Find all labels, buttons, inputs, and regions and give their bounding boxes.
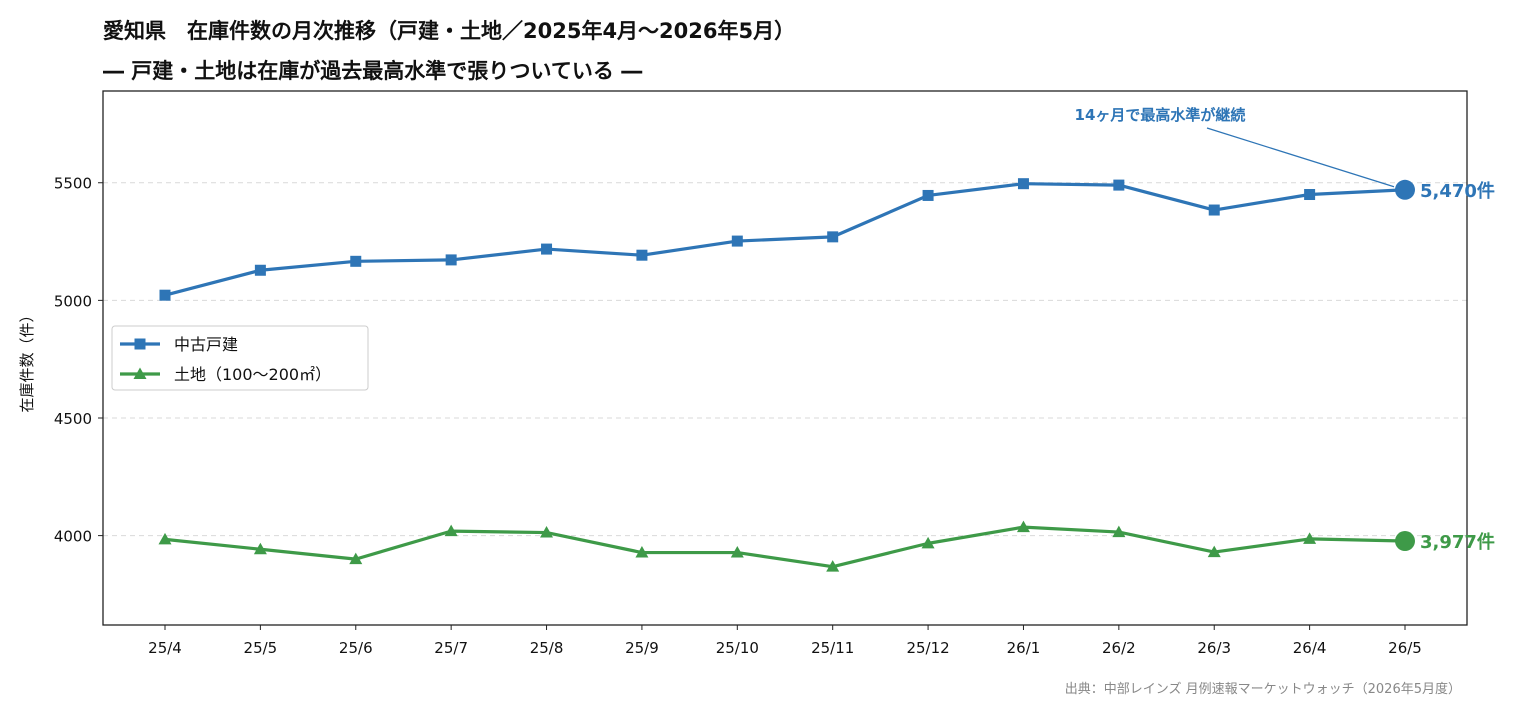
x-tick-label: 25/7 (434, 639, 468, 657)
data-point-house (254, 264, 266, 276)
y-tick-label: 5500 (54, 175, 92, 193)
x-tick-label: 25/5 (244, 639, 278, 657)
legend-box (111, 325, 369, 391)
data-point-house (1208, 204, 1220, 216)
data-point-house (1304, 189, 1316, 201)
data-point-land (158, 532, 172, 545)
end-point-land (1395, 531, 1415, 552)
data-point-house (827, 231, 839, 243)
x-tick-label: 26/4 (1293, 639, 1327, 657)
data-point-house (541, 243, 553, 255)
data-point-land (1207, 545, 1221, 558)
data-point-land (1016, 520, 1030, 533)
annotation-pointer (1206, 127, 1395, 188)
data-point-land (826, 560, 840, 572)
x-tick-label: 26/3 (1197, 639, 1231, 657)
x-tick-label: 25/6 (339, 639, 373, 657)
x-tick-label: 25/4 (148, 639, 182, 657)
end-label-land: 3,977件 (1420, 531, 1495, 553)
source-note: 出典：中部レインズ 月例速報マーケットウォッチ（2026年5月度） (1064, 682, 1461, 697)
end-label-house: 5,470件 (1420, 180, 1495, 202)
data-point-house (159, 289, 171, 301)
y-axis-label: 在庫件数（件） (18, 307, 36, 412)
y-tick-label: 4000 (54, 528, 92, 546)
chart-title: 愛知県 在庫件数の月次推移（戸建・土地／2025年4月〜2026年5月） (103, 19, 796, 43)
data-point-house (350, 255, 362, 267)
data-point-house (445, 254, 457, 266)
data-point-land (921, 536, 935, 549)
data-point-house (1113, 179, 1125, 191)
series-line-house (164, 182, 1406, 297)
plot-frame (102, 90, 1468, 626)
x-tick-label: 26/1 (1007, 639, 1041, 657)
data-point-land (635, 546, 649, 558)
chart-subtitle: ― 戸建・土地は在庫が過去最高水準で張りついている ― (103, 59, 643, 83)
legend-marker-house (134, 338, 146, 350)
y-tick-label: 4500 (54, 410, 92, 428)
x-tick-label: 26/5 (1388, 639, 1422, 657)
data-point-land (730, 546, 744, 558)
data-point-house (731, 235, 743, 247)
data-point-land (253, 542, 267, 555)
data-point-land (444, 524, 458, 537)
annotation-text: 14ヶ月で最高水準が継続 (1075, 106, 1246, 124)
legend-label-land: 土地（100〜200㎡） (174, 365, 331, 384)
x-tick-label: 25/11 (811, 639, 854, 657)
legend-label-house: 中古戸建 (174, 335, 238, 354)
y-tick-label: 5000 (54, 292, 92, 310)
data-point-land (1303, 532, 1317, 544)
data-point-land (1112, 525, 1126, 538)
x-tick-label: 25/12 (906, 639, 949, 657)
data-point-land (540, 526, 554, 538)
series-line-land (164, 525, 1406, 569)
end-point-house (1395, 179, 1415, 200)
x-tick-label: 25/8 (530, 639, 564, 657)
data-point-land (349, 552, 363, 565)
x-tick-label: 25/9 (625, 639, 659, 657)
legend-marker-land (133, 367, 147, 379)
x-tick-label: 26/2 (1102, 639, 1136, 657)
x-tick-label: 25/10 (716, 639, 759, 657)
data-point-house (922, 189, 934, 201)
data-point-house (1017, 178, 1029, 190)
data-point-house (636, 249, 648, 261)
